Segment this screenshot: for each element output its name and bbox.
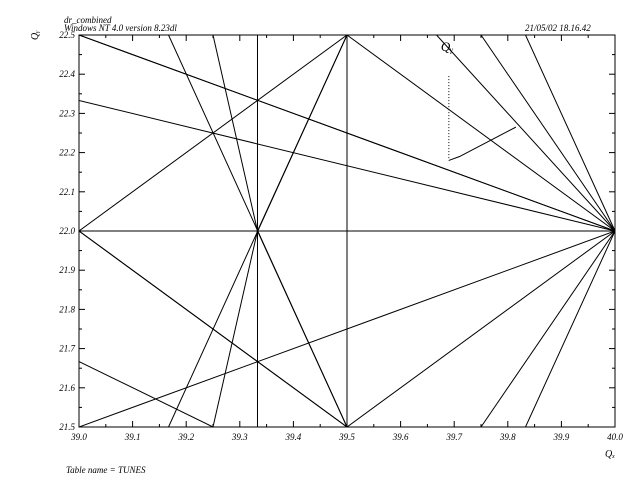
x-tick-label: 39.3 xyxy=(231,432,248,442)
qy-annotation: Qᵧ xyxy=(441,39,453,54)
x-tick-label: 39.4 xyxy=(285,432,302,442)
x-tick-label: 40.0 xyxy=(607,432,623,442)
x-tick-label: 39.8 xyxy=(499,432,516,442)
resonance-line xyxy=(346,230,615,427)
y-tick-label: 22.3 xyxy=(59,108,75,118)
resonance-line xyxy=(480,35,615,232)
resonance-line xyxy=(525,230,615,427)
resonance-line xyxy=(212,230,258,427)
x-axis-label: Qₓ xyxy=(605,449,615,460)
platform-version: Windows NT 4.0 version 8.23dl xyxy=(64,23,177,33)
x-tick-label: 39.5 xyxy=(338,432,355,442)
table-name: Table name = TUNES xyxy=(66,465,146,475)
y-tick-label: 22.0 xyxy=(59,226,75,236)
program-name: dr_combined xyxy=(64,15,112,25)
y-axis-label: Qᵧ xyxy=(30,30,41,40)
resonance-line xyxy=(436,35,615,232)
x-tick-label: 39.2 xyxy=(177,432,194,442)
resonance-line xyxy=(525,35,615,232)
y-tick-label: 21.8 xyxy=(59,304,75,314)
y-tick-label: 21.5 xyxy=(59,422,75,432)
resonance-line xyxy=(79,361,214,427)
y-tick-label: 22.5 xyxy=(59,30,75,40)
y-tick-label: 22.2 xyxy=(59,148,75,158)
resonance-line xyxy=(79,230,348,427)
y-tick-label: 21.9 xyxy=(59,265,75,275)
resonance-line xyxy=(212,35,258,232)
x-tick-label: 39.0 xyxy=(70,432,87,442)
x-tick-label: 39.7 xyxy=(445,432,462,442)
resonance-line xyxy=(79,230,615,427)
resonance-line xyxy=(257,230,348,427)
resonance-line xyxy=(346,35,615,232)
x-tick-label: 39.9 xyxy=(553,432,570,442)
resonance-line xyxy=(480,230,615,427)
x-tick-label: 39.1 xyxy=(124,432,141,442)
y-tick-label: 22.1 xyxy=(59,187,75,197)
y-tick-label: 21.7 xyxy=(59,344,75,354)
y-tick-label: 22.4 xyxy=(59,69,75,79)
timestamp: 21/05/02 18.16.42 xyxy=(525,23,591,33)
x-tick-label: 39.6 xyxy=(392,432,409,442)
resonance-line xyxy=(79,35,615,232)
resonance-line xyxy=(257,35,348,232)
working-point-marker xyxy=(448,126,517,161)
y-tick-label: 21.6 xyxy=(59,383,75,393)
